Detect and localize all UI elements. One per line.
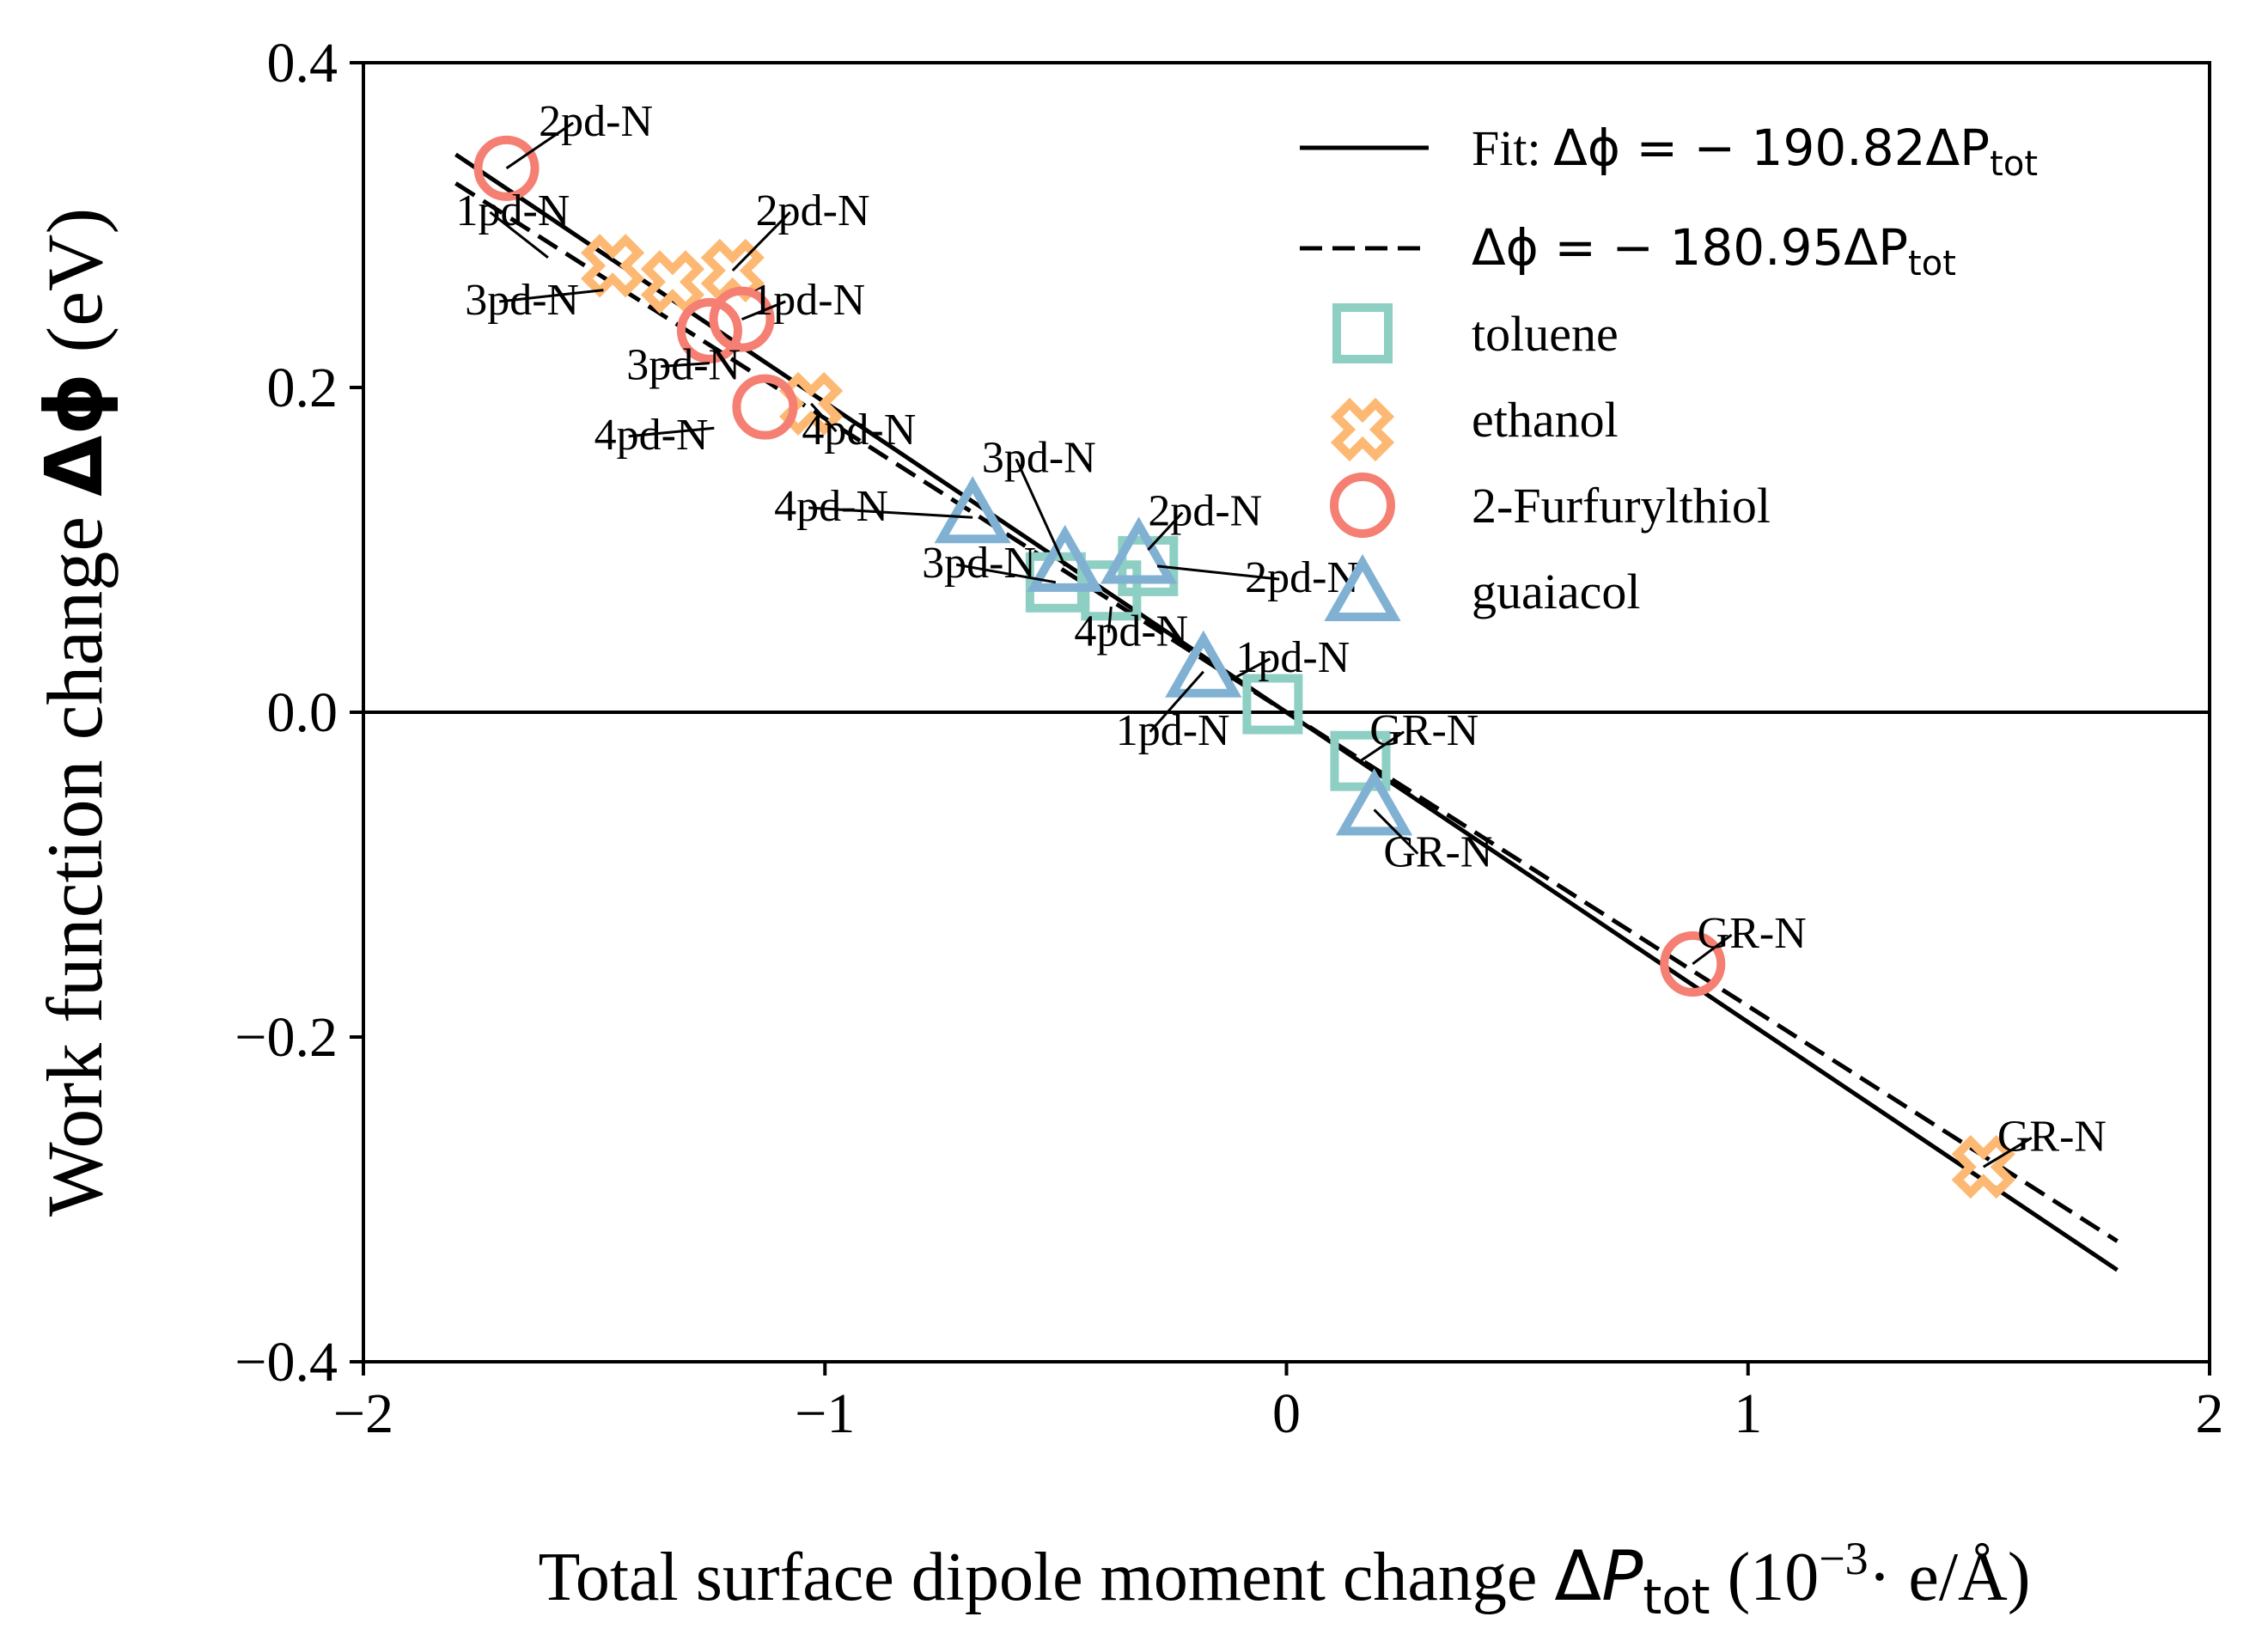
point-annotation: 4pd-N bbox=[802, 406, 916, 454]
point-annotation: 1pd-N bbox=[1116, 706, 1230, 755]
point-annotation: 2pd-N bbox=[1148, 487, 1262, 536]
x-tick-label: −1 bbox=[795, 1382, 855, 1445]
annotation-leader bbox=[661, 362, 710, 369]
data-markers bbox=[473, 135, 2015, 1199]
annotation-leader bbox=[741, 300, 786, 321]
legend-toluene-marker bbox=[1332, 303, 1393, 363]
annotation-leader bbox=[808, 506, 973, 519]
annotation-leader bbox=[628, 426, 715, 438]
marker-guaiacol bbox=[1165, 630, 1242, 698]
legend-furfurylthiol-marker bbox=[1330, 473, 1395, 538]
y-tick-label: 0.4 bbox=[267, 32, 338, 95]
y-tick-label: −0.4 bbox=[235, 1331, 338, 1394]
marker-toluene bbox=[1330, 730, 1391, 791]
annotation-leader bbox=[489, 210, 549, 259]
annotation-leader bbox=[810, 402, 838, 433]
annotation-leader bbox=[1015, 458, 1066, 567]
point-annotation: 2pd-N bbox=[756, 186, 870, 235]
x-tick-label: 0 bbox=[1272, 1382, 1301, 1445]
legend-ethanol-marker bbox=[1330, 397, 1395, 462]
point-annotation: 1pd-N bbox=[751, 276, 865, 325]
annotation-leader bbox=[1156, 564, 1280, 581]
point-annotation: GR-N bbox=[1383, 828, 1492, 877]
point-annotation: 1pd-N bbox=[1235, 633, 1350, 682]
y-tick-label: 0.0 bbox=[267, 681, 338, 744]
legend-toluene-label: toluene bbox=[1472, 306, 1619, 362]
marker-2-furfurylthiol bbox=[473, 135, 540, 201]
y-tick-label: −0.2 bbox=[235, 1006, 338, 1069]
point-annotation: 4pd-N bbox=[774, 482, 888, 531]
annotation-leader bbox=[731, 210, 791, 271]
marker-ethanol bbox=[1951, 1135, 2015, 1199]
legend-furfurylthiol-label: 2-Furfurylthiol bbox=[1472, 478, 1771, 534]
annotation-leader bbox=[955, 563, 1057, 584]
marker-ethanol bbox=[581, 234, 645, 298]
marker-guaiacol bbox=[934, 476, 1011, 544]
annotation-leader bbox=[1982, 1137, 2033, 1168]
point-annotation: 3pd-N bbox=[465, 276, 579, 325]
marker-ethanol bbox=[700, 238, 765, 302]
marker-2-furfurylthiol bbox=[709, 286, 775, 352]
point-annotation: GR-N bbox=[1698, 909, 1807, 958]
point-annotation: 1pd-N bbox=[455, 186, 570, 235]
fit-line-reference bbox=[454, 181, 2119, 1243]
marker-guaiacol bbox=[1027, 524, 1104, 592]
marker-2-furfurylthiol bbox=[1660, 930, 1726, 997]
annotation-leader bbox=[1107, 607, 1113, 633]
y-axis-ticks: −0.4 −0.2 0.0 0.2 0.4 bbox=[235, 32, 363, 1394]
marker-2-furfurylthiol bbox=[732, 374, 798, 440]
marker-guaiacol bbox=[1100, 516, 1178, 584]
x-tick-label: 2 bbox=[2196, 1382, 2224, 1445]
legend-reference-label: Δϕ = − 180.95ΔPtot bbox=[1472, 218, 1956, 284]
y-axis-label: Work function change Δϕ (eV) bbox=[28, 208, 120, 1217]
annotation-leader bbox=[1149, 670, 1204, 733]
annotation-leader bbox=[499, 289, 604, 303]
point-annotation: 2pd-N bbox=[539, 97, 653, 146]
annotation-leader bbox=[1359, 730, 1405, 762]
point-annotation: GR-N bbox=[1369, 706, 1478, 755]
annotation-leader bbox=[1373, 808, 1419, 855]
legend-guaiacol-label: guaiacol bbox=[1472, 564, 1640, 619]
x-axis-ticks: −2 −1 0 1 2 bbox=[333, 1362, 2224, 1445]
marker-guaiacol bbox=[1335, 768, 1413, 836]
point-annotation: 3pd-N bbox=[982, 433, 1096, 482]
annotation-leader bbox=[1147, 511, 1184, 552]
marker-2-furfurylthiol bbox=[676, 297, 742, 363]
annotation-leader bbox=[1230, 657, 1271, 681]
marker-toluene bbox=[1242, 674, 1303, 735]
y-tick-label: 0.2 bbox=[267, 357, 338, 419]
x-tick-label: −2 bbox=[333, 1382, 393, 1445]
point-annotation: GR-N bbox=[1997, 1112, 2106, 1161]
annotation-leader bbox=[1692, 933, 1733, 966]
point-annotation: 4pd-N bbox=[594, 411, 709, 460]
legend: Fit: Δϕ = − 190.82ΔPtot Δϕ = − 180.95ΔPt… bbox=[1300, 119, 2038, 621]
legend-guaiacol-marker bbox=[1324, 553, 1401, 621]
annotation-leader bbox=[505, 121, 574, 170]
legend-fit-label: Fit: Δϕ = − 190.82ΔPtot bbox=[1472, 119, 2038, 184]
x-tick-label: 1 bbox=[1734, 1382, 1762, 1445]
legend-ethanol-label: ethanol bbox=[1472, 392, 1619, 448]
point-annotation: 4pd-N bbox=[1074, 607, 1188, 656]
marker-ethanol bbox=[779, 371, 844, 436]
point-annotation: 3pd-N bbox=[922, 539, 1036, 588]
point-annotation: 3pd-N bbox=[626, 341, 741, 390]
marker-ethanol bbox=[640, 250, 705, 314]
x-axis-label: Total surface dipole moment change ΔPtot… bbox=[539, 1533, 2031, 1626]
